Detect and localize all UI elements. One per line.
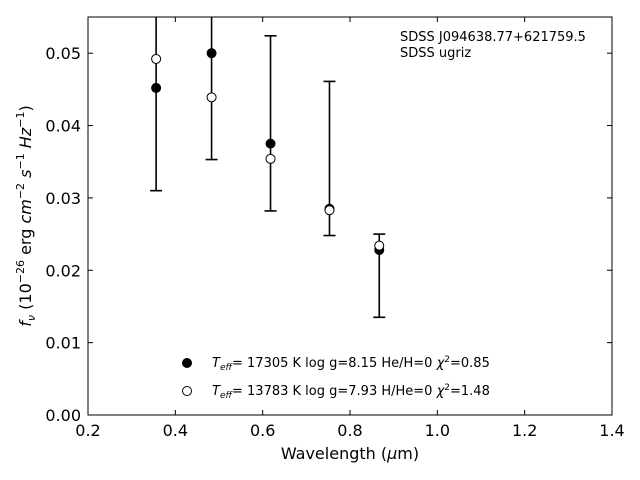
- legend-label-filled: Teff= 17305 K log g=8.15 He/H=0 χ2=0.85: [212, 355, 490, 373]
- legend-marker-open: [182, 386, 192, 396]
- x-tick-label: 0.4: [163, 421, 188, 440]
- model-point-open: [206, 92, 217, 103]
- model-point-filled: [265, 138, 276, 149]
- y-tick-label: 0.00: [45, 406, 81, 425]
- legend-marker-filled: [182, 358, 192, 368]
- y-tick-label: 0.05: [45, 44, 81, 63]
- y-tick-label: 0.04: [45, 117, 81, 136]
- y-tick-label: 0.01: [45, 334, 81, 353]
- annotation-filter-set: SDSS ugriz: [400, 46, 471, 61]
- model-point-open: [151, 53, 162, 64]
- x-axis-label: Wavelength (μm): [281, 444, 419, 463]
- annotation-object-name: SDSS J094638.77+621759.5: [400, 30, 586, 45]
- legend-label-open: Teff= 13783 K log g=7.93 H/He=0 χ2=1.48: [212, 383, 490, 401]
- model-point-open: [374, 240, 385, 251]
- x-tick-label: 0.8: [337, 421, 362, 440]
- y-tick-label: 0.03: [45, 189, 81, 208]
- y-tick-label: 0.02: [45, 261, 81, 280]
- x-tick-label: 0.2: [75, 421, 100, 440]
- axis-ticks: 0.2 0.4 0.6 0.8 1.0 1.2 1.4 0.00 0.01 0.02 0.03 0.0…: [45, 17, 625, 440]
- model-point-filled: [151, 82, 162, 93]
- model-point-open: [265, 153, 276, 164]
- plot-frame: [87, 16, 613, 416]
- model-point-filled: [206, 48, 217, 59]
- data-points: [151, 48, 385, 256]
- legend: Teff= 17305 K log g=8.15 He/H=0 χ2=0.85 …: [182, 355, 490, 401]
- x-tick-label: 1.2: [512, 421, 537, 440]
- x-tick-label: 1.0: [425, 421, 450, 440]
- model-point-open: [324, 205, 335, 216]
- y-axis-label: fν (10−26 erg cm−2 s−1 Hz−1): [14, 105, 38, 326]
- x-tick-label: 0.6: [250, 421, 275, 440]
- x-tick-label: 1.4: [599, 421, 624, 440]
